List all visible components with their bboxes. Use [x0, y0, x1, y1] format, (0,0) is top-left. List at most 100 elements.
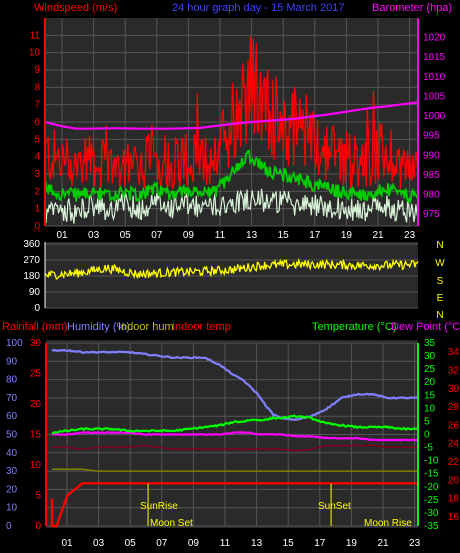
- temperature-ytick: 20: [424, 377, 436, 388]
- wind-xtick: 21: [372, 230, 384, 241]
- wind-ticks: 0123456789101197598098599099510001005101…: [29, 18, 446, 241]
- compass-letter: N: [436, 240, 443, 251]
- barometer-ytick: 980: [423, 190, 440, 201]
- wind-ytick: 11: [30, 30, 41, 41]
- rain-temp-xtick: 15: [283, 538, 295, 549]
- humidity-ytick: 30: [6, 466, 18, 477]
- humidity-ytick: 90: [6, 356, 18, 367]
- wind-xtick: 01: [56, 230, 68, 241]
- rain-temp-panel: 0102030405060708090100051015202530-35-30…: [6, 338, 459, 549]
- direction-grid: [45, 243, 418, 309]
- direction-ticks: 0 90 180 270 360: [23, 239, 46, 314]
- wind-ytick: 7: [34, 100, 40, 111]
- wind-ytick: 8: [34, 82, 40, 93]
- moonset-label: Moon Set: [150, 518, 193, 529]
- direction-ytick: 270: [23, 255, 40, 266]
- barometer-ytick: 985: [423, 170, 440, 181]
- humidity-ytick: 100: [6, 338, 23, 349]
- rain-temp-xtick: 19: [346, 538, 358, 549]
- rain-temp-xtick: 01: [61, 538, 73, 549]
- wind-xtick: 13: [246, 230, 258, 241]
- temperature-ytick: 35: [424, 338, 436, 349]
- rain-temp-xtick: 13: [251, 538, 263, 549]
- dewpoint-ytick: 24: [448, 439, 460, 450]
- rain-temp-xtick: 23: [409, 538, 421, 549]
- humidity-ytick: 40: [6, 448, 18, 459]
- wind-xtick: 17: [309, 230, 321, 241]
- direction-ytick: 0: [34, 303, 40, 314]
- temperature-ytick: -15: [424, 469, 439, 480]
- wind-ytick: 9: [34, 65, 40, 76]
- barometer-ytick: 990: [423, 150, 440, 161]
- direction-series: [44, 257, 419, 280]
- wind-average-line: [44, 150, 419, 204]
- wind-direction-line: [44, 257, 419, 280]
- indoor-temp-label: Indoor temp: [172, 321, 231, 333]
- rainfall-line: [50, 482, 418, 528]
- temperature-ytick: -20: [424, 482, 439, 493]
- direction-plot-area: [45, 242, 418, 308]
- temperature-line: [51, 414, 419, 435]
- compass-letter: W: [435, 258, 445, 269]
- indoor-hum-label: Indoor hum: [118, 321, 174, 333]
- humidity-line: [51, 348, 419, 422]
- humidity-ytick: 50: [6, 430, 18, 441]
- humidity-ytick: 80: [6, 375, 18, 386]
- rain-temp-xtick: 09: [188, 538, 200, 549]
- rain-ytick: 5: [35, 491, 41, 502]
- rain-temp-xtick: 11: [220, 538, 231, 549]
- wind-xtick: 05: [120, 230, 132, 241]
- wind-panel: 0123456789101197598098599099510001005101…: [29, 18, 446, 241]
- rain-temp-xtick: 05: [125, 538, 137, 549]
- barometer-ytick: 1005: [423, 91, 446, 102]
- rain-ytick: 25: [30, 369, 42, 380]
- wind-ytick: 4: [34, 152, 40, 163]
- temperature-ytick: 15: [424, 390, 436, 401]
- wind-xtick: 11: [215, 230, 226, 241]
- rain-ytick: 10: [30, 460, 42, 471]
- dew-point-label: Dew Point (°C): [391, 321, 460, 333]
- moonrise-label: Moon Rise: [364, 518, 412, 529]
- rain-ytick: 20: [30, 399, 42, 410]
- wind-ytick: 2: [34, 186, 40, 197]
- rain-ytick: 0: [35, 521, 41, 532]
- dewpoint-line: [51, 431, 418, 442]
- direction-panel: 0 90 180 270 360: [23, 239, 419, 314]
- temperature-label: Temperature (°C): [312, 321, 396, 333]
- barometer-line: [44, 101, 419, 130]
- rain-ytick: 30: [30, 338, 42, 349]
- temperature-ytick: 30: [424, 351, 436, 362]
- compass-letter: N: [436, 310, 443, 321]
- temperature-ytick: -30: [424, 508, 439, 519]
- wind-ytick: 5: [34, 134, 40, 145]
- temperature-ytick: 0: [424, 430, 430, 441]
- rain-temp-series: [50, 348, 419, 528]
- dewpoint-ytick: 30: [448, 384, 460, 395]
- dewpoint-ytick: 28: [448, 402, 460, 413]
- dewpoint-ytick: 20: [448, 475, 460, 486]
- sunrise-label: SunRise: [140, 501, 178, 512]
- barometer-ytick: 995: [423, 131, 440, 142]
- temperature-ytick: 10: [424, 403, 436, 414]
- wind-xtick: 19: [341, 230, 353, 241]
- wind-series: [44, 36, 419, 224]
- rain-temp-xtick: 21: [377, 538, 389, 549]
- temperature-ytick: -35: [424, 521, 439, 532]
- rain-temp-ticks: 0102030405060708090100051015202530-35-30…: [6, 338, 459, 549]
- humidity-ytick: 60: [6, 411, 18, 422]
- direction-ytick: 180: [23, 271, 40, 282]
- temperature-ytick: -10: [424, 456, 439, 467]
- temperature-ytick: -25: [424, 495, 439, 506]
- dewpoint-ytick: 16: [448, 512, 460, 523]
- compass-letter: S: [437, 276, 444, 287]
- rain-temp-xtick: 17: [314, 538, 326, 549]
- rainfall-label: Rainfall (mm): [2, 321, 67, 333]
- compass-letter: E: [437, 293, 444, 304]
- humidity-ytick: 10: [6, 503, 18, 514]
- dewpoint-ytick: 18: [448, 494, 460, 505]
- wind-xtick: 03: [88, 230, 100, 241]
- windspeed-label: Windspeed (m/s): [34, 2, 117, 14]
- wind-ytick: 3: [34, 169, 40, 180]
